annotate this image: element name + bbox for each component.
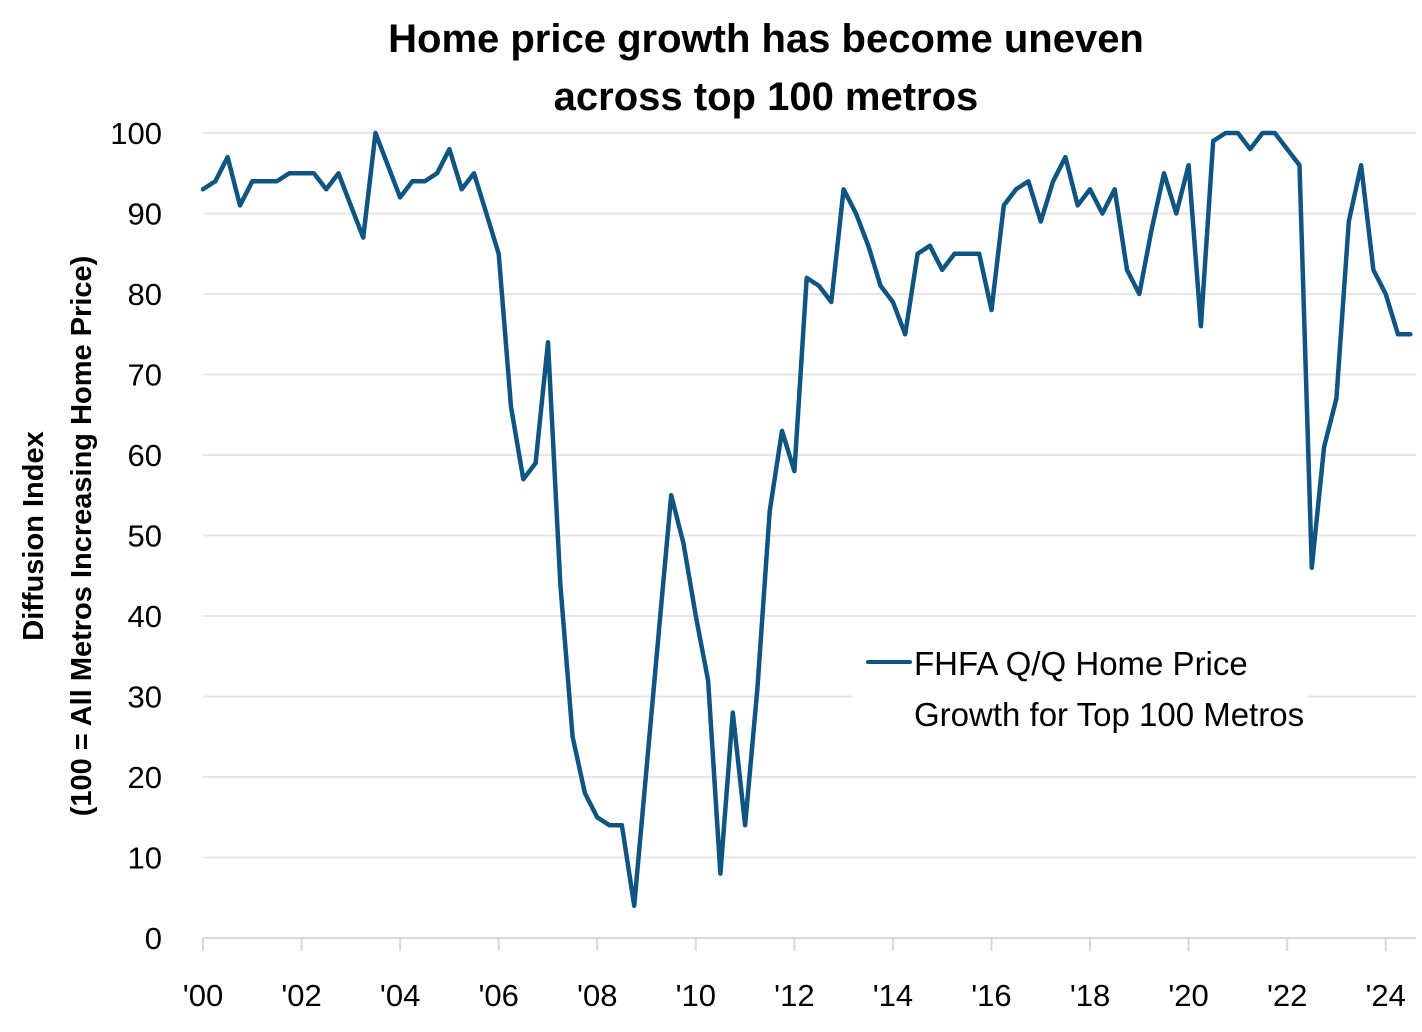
y-tick-label: 70: [128, 358, 162, 393]
x-tick-label: '08: [577, 978, 617, 1013]
series-group: [200, 130, 1413, 909]
legend-label-line-2: Growth for Top 100 Metros: [914, 696, 1305, 733]
chart-title-line-1: Home price growth has become uneven: [388, 17, 1144, 61]
y-tick-label: 10: [128, 841, 162, 876]
x-tick-label: '20: [1168, 978, 1208, 1013]
x-tick-label: '06: [478, 978, 518, 1013]
y-tick-label: 0: [145, 921, 162, 956]
y-tick-label: 90: [128, 197, 162, 232]
legend-swatch-line: [866, 660, 912, 664]
x-tick-label: '24: [1366, 978, 1406, 1013]
legend-label-line-1: FHFA Q/Q Home Price: [914, 645, 1248, 682]
legend: FHFA Q/Q Home Price Growth for Top 100 M…: [852, 636, 1309, 748]
x-tick-label: '00: [183, 978, 223, 1013]
x-tick-label: '10: [676, 978, 716, 1013]
y-tick-label: 30: [128, 680, 162, 715]
x-tick-label: '18: [1070, 978, 1110, 1013]
legend-label: FHFA Q/Q Home Price Growth for Top 100 M…: [914, 638, 1304, 740]
x-tick-label: '04: [380, 978, 420, 1013]
y-tick-label: 40: [128, 599, 162, 634]
y-tick-label: 50: [128, 519, 162, 554]
y-tick-label: 100: [110, 116, 162, 151]
chart-title-line-2: across top 100 metros: [553, 75, 979, 119]
y-tick-label: 20: [128, 760, 162, 795]
x-tick-label: '02: [281, 978, 321, 1013]
gridlines: [203, 132, 1416, 859]
series-line-0: [200, 130, 1413, 909]
y-tick-label: 60: [128, 438, 162, 473]
x-tick-label: '16: [971, 978, 1011, 1013]
y-axis-ticks: 0 10 20 30 40 50 60 70 80 90 100: [110, 116, 162, 956]
x-tick-label: '22: [1267, 978, 1307, 1013]
x-axis-ticks: '00 '02 '04 '06 '08 '10 '12 '14 '16 '18 '20 '22 '24: [183, 938, 1406, 1013]
x-tick-label: '12: [774, 978, 814, 1013]
chart-title: Home price growth has become uneven acro…: [0, 10, 1422, 126]
x-tick-label: '14: [873, 978, 913, 1013]
y-tick-label: 80: [128, 277, 162, 312]
